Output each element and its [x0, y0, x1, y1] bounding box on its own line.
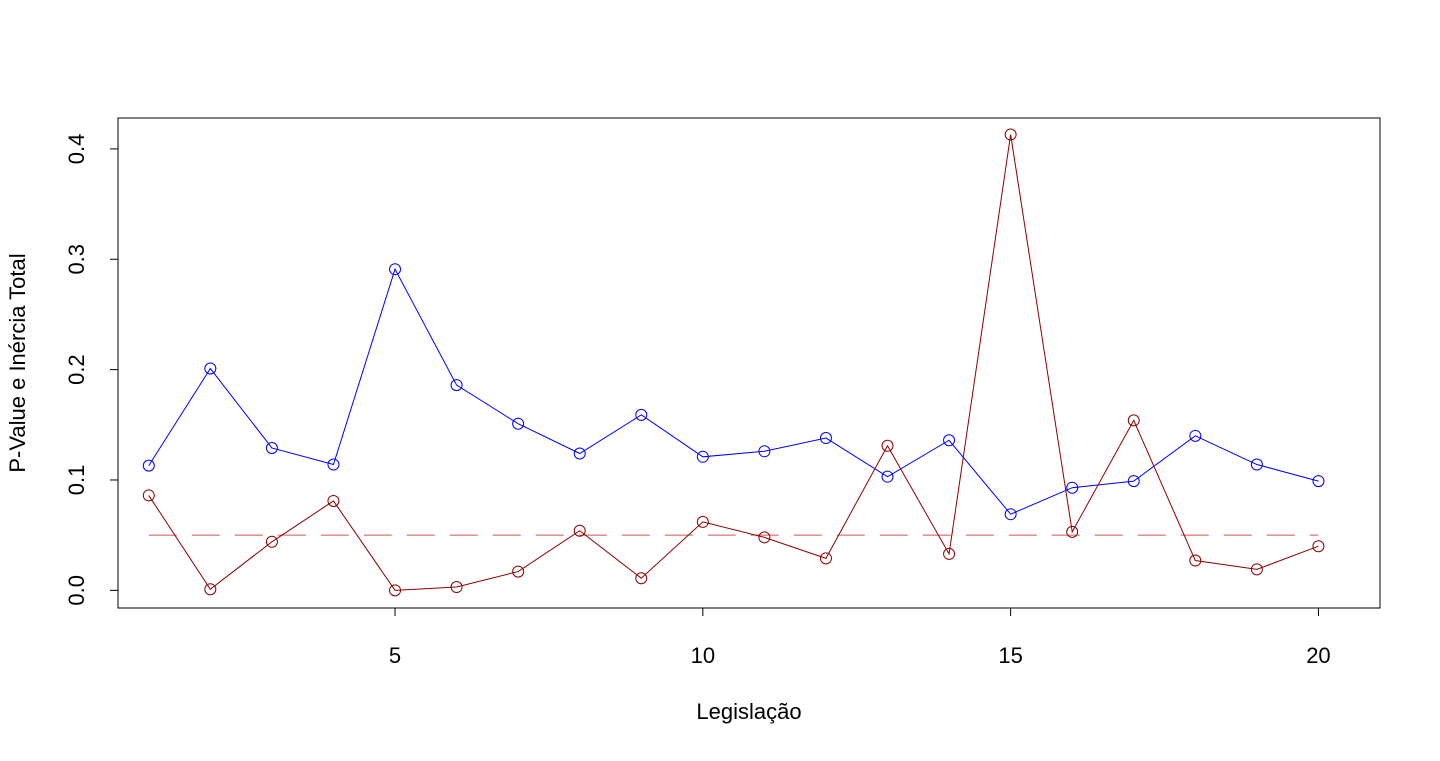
series-2-point [819, 552, 832, 565]
y-axis-label: P-Value e Inércia Total [5, 253, 30, 472]
series-2-point [943, 547, 956, 560]
series-1-line [148, 267, 1319, 515]
series-2-point [1004, 128, 1017, 141]
series-2-point [327, 494, 340, 507]
series-2-point [696, 515, 709, 528]
series-2-line [148, 134, 1319, 591]
series-2-point [204, 583, 217, 596]
series-1-point [758, 445, 771, 458]
y-tick-label: 0.4 [64, 134, 89, 165]
series-1-point [819, 432, 832, 445]
series-1-point [1004, 508, 1017, 521]
series-1-point [881, 470, 894, 483]
series-2-point [635, 572, 648, 585]
series-2-point [1312, 540, 1325, 553]
series-2-point [512, 565, 525, 578]
series-1-point [327, 458, 340, 471]
series-2-point [1066, 525, 1079, 538]
series-2-point [573, 524, 586, 537]
y-tick-label: 0.1 [64, 465, 89, 496]
series-1-point [512, 417, 525, 430]
x-axis-label: Legislação [696, 699, 801, 724]
x-tick-label: 20 [1306, 643, 1330, 668]
series-2-point [1189, 554, 1202, 567]
series-1-point [943, 434, 956, 447]
series-1-point [635, 408, 648, 421]
series-1-point [265, 441, 278, 454]
series-1-point [450, 379, 463, 392]
series-2-point [450, 581, 463, 594]
x-tick-label: 10 [691, 643, 715, 668]
series-1-point [204, 362, 217, 375]
x-axis: 5 10 15 20 [389, 607, 1331, 668]
series-2 [142, 128, 1325, 597]
y-axis: 0.0 0.1 0.2 0.3 0.4 [64, 134, 119, 606]
series-1-point [1066, 481, 1079, 494]
series-1-point [1127, 475, 1140, 488]
series-1-point [1189, 429, 1202, 442]
series-1-point [142, 459, 155, 472]
plot-frame [117, 117, 1381, 609]
series-2-point [265, 535, 278, 548]
series-1 [142, 263, 1325, 521]
y-tick-label: 0.2 [64, 354, 89, 385]
series-1-point [389, 263, 402, 276]
y-tick-label: 0.3 [64, 244, 89, 275]
y-tick-label: 0.0 [64, 575, 89, 606]
series-layer [142, 128, 1325, 597]
series-2-point [142, 489, 155, 502]
series-2-point [1127, 414, 1140, 427]
series-2-point [389, 584, 402, 597]
x-tick-label: 5 [389, 643, 401, 668]
series-1-point [573, 447, 586, 460]
series-1-point [1250, 458, 1263, 471]
series-1-point [696, 450, 709, 463]
series-2-point [1250, 563, 1263, 576]
series-1-point [1312, 475, 1325, 488]
series-2-point [758, 531, 771, 544]
series-2-point [881, 439, 894, 452]
x-tick-label: 15 [998, 643, 1022, 668]
